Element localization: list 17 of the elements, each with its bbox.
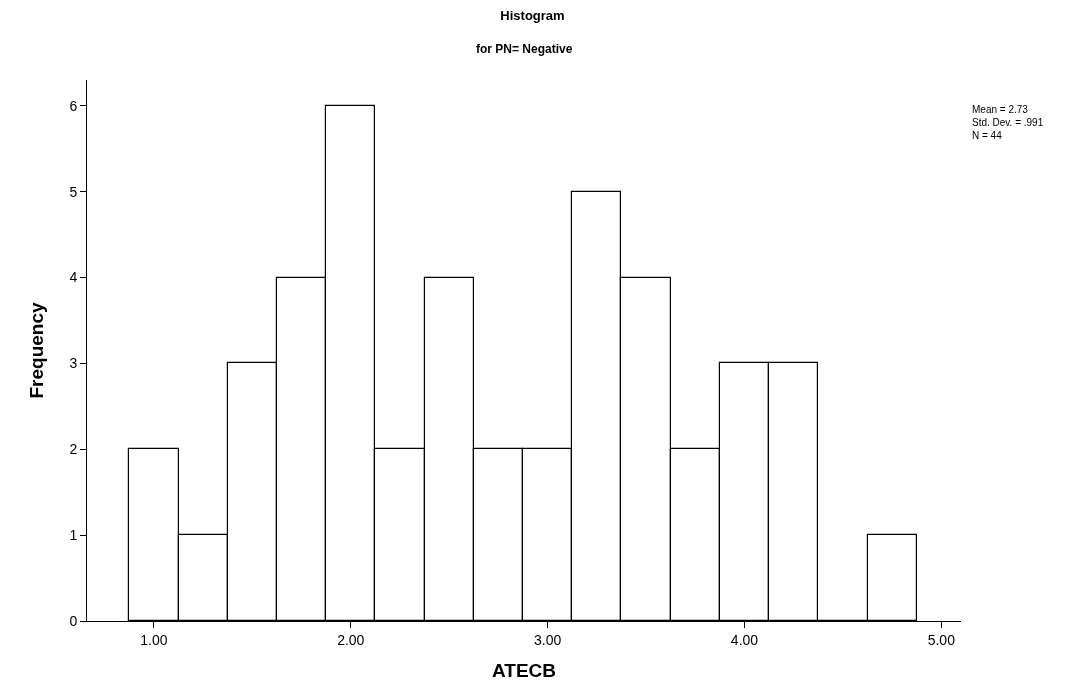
x-tick-label: 1.00	[140, 631, 168, 648]
y-tick-label: 0	[69, 612, 78, 629]
text: Mean = 2.73 Std. Dev. = .991 N = 44	[972, 104, 1044, 141]
y-tick-label: 1	[69, 527, 78, 544]
x-tick-label: 3.00	[533, 631, 562, 648]
y-tick-label: 4	[69, 269, 78, 286]
y-tick-label: 2	[69, 441, 78, 458]
y-axis-title: Frequency	[26, 302, 48, 399]
y-tick-label: 5	[69, 183, 78, 200]
x-tick-label: 5.00	[927, 631, 956, 648]
y-tick-label: 3	[69, 355, 78, 372]
y-tick-label: 6	[69, 97, 78, 114]
x-tick-label: 4.00	[730, 631, 759, 648]
chart-title: Histogram	[500, 7, 565, 23]
x-axis-title: ATECB	[491, 659, 557, 681]
chart-subtitle: for PN= Negative	[476, 42, 573, 56]
x-tick-label: 2.00	[337, 631, 365, 648]
